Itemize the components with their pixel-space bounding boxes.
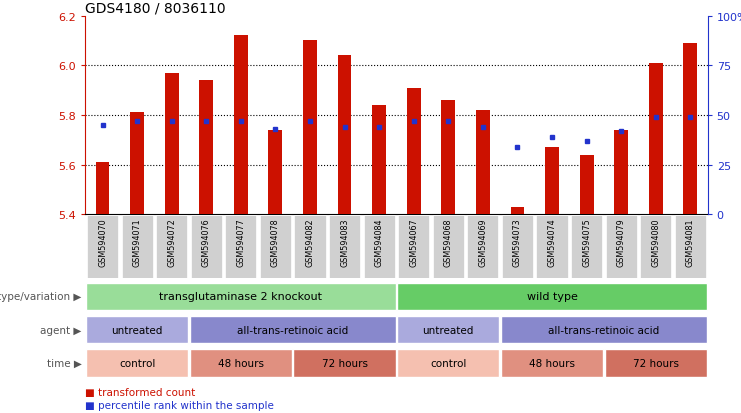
Text: GSM594069: GSM594069 (479, 218, 488, 266)
FancyBboxPatch shape (468, 216, 499, 278)
Text: GSM594071: GSM594071 (133, 218, 142, 266)
FancyBboxPatch shape (122, 216, 153, 278)
Bar (96, 163, 110, 215)
Bar (234, 36, 247, 215)
FancyBboxPatch shape (398, 216, 429, 278)
Text: GSM594074: GSM594074 (548, 218, 556, 266)
Text: GSM594073: GSM594073 (513, 218, 522, 266)
FancyBboxPatch shape (501, 316, 707, 344)
FancyBboxPatch shape (86, 349, 188, 377)
Text: GSM594072: GSM594072 (167, 218, 176, 267)
FancyBboxPatch shape (502, 216, 533, 278)
FancyBboxPatch shape (190, 216, 222, 278)
Bar (268, 131, 282, 215)
Text: untreated: untreated (422, 325, 474, 335)
Bar (545, 148, 559, 215)
Bar (683, 44, 697, 215)
Text: genotype/variation ▶: genotype/variation ▶ (0, 292, 82, 302)
Text: transglutaminase 2 knockout: transglutaminase 2 knockout (159, 292, 322, 302)
Text: 72 hours: 72 hours (322, 358, 368, 368)
FancyBboxPatch shape (225, 216, 256, 278)
FancyBboxPatch shape (86, 283, 396, 311)
Text: GSM594079: GSM594079 (617, 218, 625, 267)
Bar (476, 111, 490, 215)
FancyBboxPatch shape (675, 216, 706, 278)
Bar (130, 113, 144, 215)
Bar (199, 81, 213, 215)
FancyBboxPatch shape (294, 216, 325, 278)
Bar (372, 106, 386, 215)
Bar (338, 56, 351, 215)
FancyBboxPatch shape (87, 216, 118, 278)
Bar (649, 64, 662, 215)
Text: GDS4180 / 8036110: GDS4180 / 8036110 (85, 1, 226, 15)
Text: GSM594075: GSM594075 (582, 218, 591, 267)
FancyBboxPatch shape (536, 216, 568, 278)
Text: ■ transformed count: ■ transformed count (85, 387, 196, 397)
FancyBboxPatch shape (571, 216, 602, 278)
FancyBboxPatch shape (293, 349, 396, 377)
Text: time ▶: time ▶ (47, 358, 82, 368)
Text: GSM594078: GSM594078 (271, 218, 280, 266)
FancyBboxPatch shape (329, 216, 360, 278)
Text: GSM594083: GSM594083 (340, 218, 349, 266)
Text: agent ▶: agent ▶ (40, 325, 82, 335)
Text: 72 hours: 72 hours (633, 358, 679, 368)
FancyBboxPatch shape (501, 349, 603, 377)
FancyBboxPatch shape (605, 349, 707, 377)
Text: wild type: wild type (527, 292, 577, 302)
Text: control: control (119, 358, 156, 368)
FancyBboxPatch shape (260, 216, 291, 278)
Bar (614, 131, 628, 215)
FancyBboxPatch shape (86, 316, 188, 344)
Text: GSM594081: GSM594081 (686, 218, 695, 266)
Text: control: control (430, 358, 467, 368)
Text: GSM594080: GSM594080 (651, 218, 660, 266)
Text: GSM594082: GSM594082 (305, 218, 314, 266)
Text: GSM594084: GSM594084 (375, 218, 384, 266)
FancyBboxPatch shape (640, 216, 671, 278)
FancyBboxPatch shape (190, 349, 292, 377)
FancyBboxPatch shape (397, 349, 499, 377)
FancyBboxPatch shape (605, 216, 637, 278)
Text: all-trans-retinoic acid: all-trans-retinoic acid (237, 325, 348, 335)
Text: all-trans-retinoic acid: all-trans-retinoic acid (548, 325, 659, 335)
Text: GSM594077: GSM594077 (236, 218, 245, 267)
Bar (511, 207, 525, 215)
FancyBboxPatch shape (190, 316, 396, 344)
Text: GSM594067: GSM594067 (409, 218, 418, 266)
Text: ■ percentile rank within the sample: ■ percentile rank within the sample (85, 400, 274, 410)
FancyBboxPatch shape (364, 216, 395, 278)
Bar (442, 101, 455, 215)
Bar (165, 74, 179, 215)
Text: GSM594076: GSM594076 (202, 218, 210, 266)
Bar (407, 88, 421, 215)
FancyBboxPatch shape (156, 216, 187, 278)
Bar (579, 155, 594, 215)
FancyBboxPatch shape (397, 316, 499, 344)
Text: 48 hours: 48 hours (529, 358, 575, 368)
Text: GSM594070: GSM594070 (98, 218, 107, 266)
Text: GSM594068: GSM594068 (444, 218, 453, 266)
FancyBboxPatch shape (433, 216, 464, 278)
Text: 48 hours: 48 hours (218, 358, 264, 368)
Bar (303, 41, 317, 215)
FancyBboxPatch shape (397, 283, 707, 311)
Text: untreated: untreated (111, 325, 163, 335)
